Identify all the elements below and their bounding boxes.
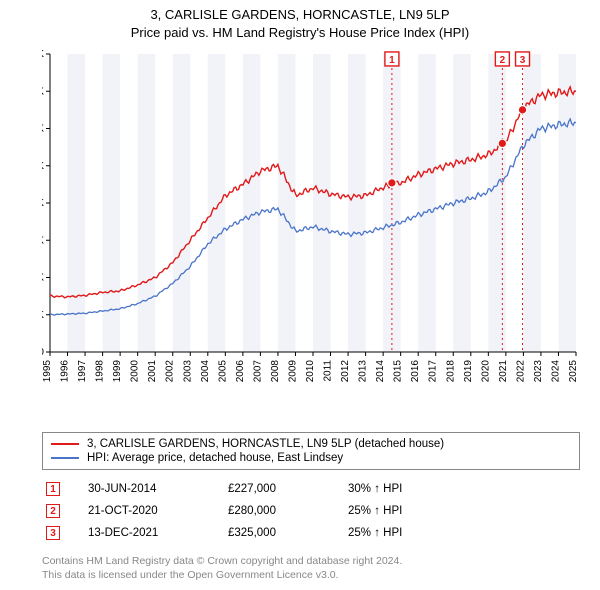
svg-text:2002: 2002	[165, 360, 176, 383]
svg-text:£200K: £200K	[42, 197, 44, 209]
footer-attribution: Contains HM Land Registry data © Crown c…	[42, 554, 402, 582]
svg-text:2018: 2018	[445, 360, 456, 383]
svg-text:£0: £0	[42, 346, 44, 358]
chart-title-block: 3, CARLISLE GARDENS, HORNCASTLE, LN9 5LP…	[0, 0, 600, 42]
svg-text:2015: 2015	[393, 360, 404, 383]
marker-pct: 25% ↑ HPI	[348, 505, 488, 517]
legend-label: HPI: Average price, detached house, East…	[87, 452, 343, 464]
svg-text:£150K: £150K	[42, 234, 44, 246]
marker-badge-2: 2	[46, 504, 60, 518]
svg-text:2019: 2019	[463, 360, 474, 383]
svg-text:2009: 2009	[287, 360, 298, 383]
svg-text:1996: 1996	[60, 360, 71, 383]
svg-text:2001: 2001	[147, 360, 158, 383]
marker-row: 2 21-OCT-2020 £280,000 25% ↑ HPI	[42, 500, 580, 522]
svg-text:1: 1	[389, 55, 395, 66]
svg-text:2003: 2003	[182, 360, 193, 383]
legend-item: 3, CARLISLE GARDENS, HORNCASTLE, LN9 5LP…	[51, 437, 571, 451]
svg-text:1999: 1999	[112, 360, 123, 383]
svg-text:£50K: £50K	[42, 309, 44, 321]
svg-text:2007: 2007	[252, 360, 263, 383]
marker-badge-1: 1	[46, 482, 60, 496]
svg-text:£250K: £250K	[42, 160, 44, 172]
marker-date: 30-JUN-2014	[88, 483, 228, 495]
chart-svg: £0 £50K £100K £150K £200K £250K £300K £350K £400…	[42, 50, 580, 420]
svg-text:£350K: £350K	[42, 85, 44, 97]
legend-item: HPI: Average price, detached house, East…	[51, 451, 571, 465]
svg-text:£400K: £400K	[42, 50, 44, 60]
svg-text:2014: 2014	[375, 360, 386, 383]
svg-text:2005: 2005	[217, 360, 228, 383]
marker-row: 1 30-JUN-2014 £227,000 30% ↑ HPI	[42, 478, 580, 500]
svg-text:2016: 2016	[410, 360, 421, 383]
svg-text:3: 3	[520, 55, 526, 66]
svg-text:2025: 2025	[568, 360, 579, 383]
svg-text:2006: 2006	[235, 360, 246, 383]
svg-text:2000: 2000	[130, 360, 141, 383]
svg-text:1997: 1997	[77, 360, 88, 383]
footer-line-2: This data is licensed under the Open Gov…	[42, 568, 402, 582]
svg-text:2: 2	[500, 55, 506, 66]
svg-text:2008: 2008	[270, 360, 281, 383]
marker-badge-3: 3	[46, 526, 60, 540]
svg-text:2012: 2012	[340, 360, 351, 383]
marker-price: £280,000	[228, 505, 348, 517]
svg-text:£300K: £300K	[42, 123, 44, 135]
svg-text:2013: 2013	[358, 360, 369, 383]
svg-text:2023: 2023	[533, 360, 544, 383]
svg-text:2017: 2017	[428, 360, 439, 383]
svg-text:2011: 2011	[323, 360, 334, 382]
marker-pct: 30% ↑ HPI	[348, 483, 488, 495]
svg-text:2020: 2020	[480, 360, 491, 383]
legend: 3, CARLISLE GARDENS, HORNCASTLE, LN9 5LP…	[42, 432, 580, 470]
svg-text:2024: 2024	[550, 360, 561, 383]
marker-pct: 25% ↑ HPI	[348, 527, 488, 539]
svg-text:1995: 1995	[42, 360, 53, 383]
svg-text:2021: 2021	[498, 360, 509, 383]
marker-date: 13-DEC-2021	[88, 527, 228, 539]
footer-line-1: Contains HM Land Registry data © Crown c…	[42, 554, 402, 568]
title-line-1: 3, CARLISLE GARDENS, HORNCASTLE, LN9 5LP	[0, 6, 600, 24]
marker-price: £227,000	[228, 483, 348, 495]
legend-label: 3, CARLISLE GARDENS, HORNCASTLE, LN9 5LP…	[87, 438, 444, 450]
marker-price: £325,000	[228, 527, 348, 539]
svg-text:2022: 2022	[515, 360, 526, 383]
svg-text:2004: 2004	[200, 360, 211, 383]
title-line-2: Price paid vs. HM Land Registry's House …	[0, 24, 600, 42]
legend-swatch	[51, 443, 79, 445]
svg-text:1998: 1998	[95, 360, 106, 383]
marker-row: 3 13-DEC-2021 £325,000 25% ↑ HPI	[42, 522, 580, 544]
marker-table: 1 30-JUN-2014 £227,000 30% ↑ HPI 2 21-OC…	[42, 478, 580, 544]
svg-text:£100K: £100K	[42, 272, 44, 284]
svg-text:2010: 2010	[305, 360, 316, 383]
marker-date: 21-OCT-2020	[88, 505, 228, 517]
legend-swatch	[51, 457, 79, 459]
price-chart: £0 £50K £100K £150K £200K £250K £300K £350K £400…	[42, 50, 580, 370]
